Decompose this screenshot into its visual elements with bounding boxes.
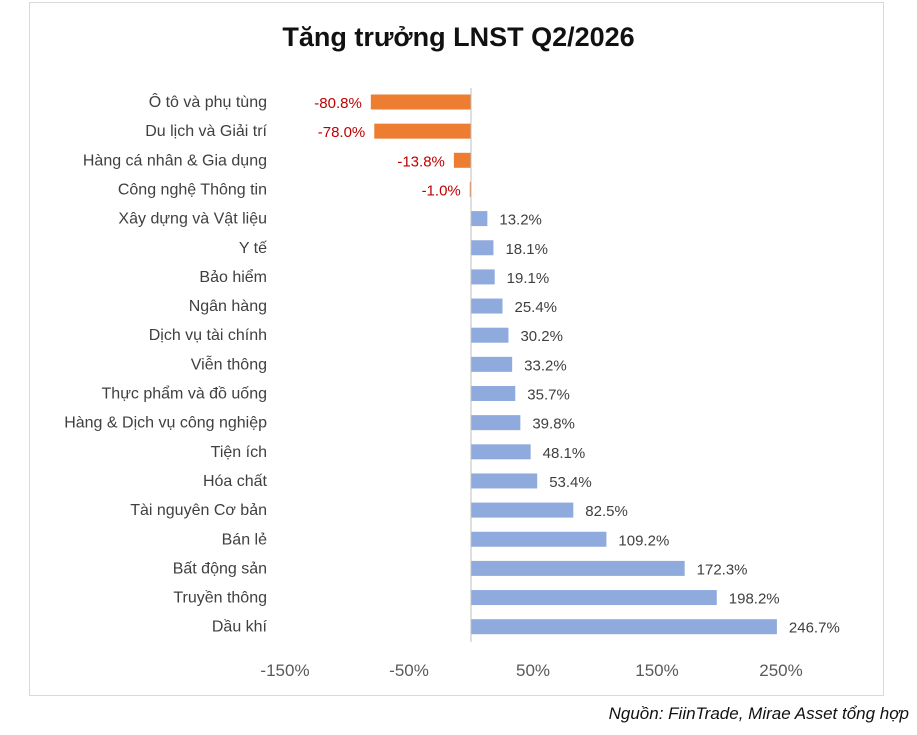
source-note: Nguồn: FiinTrade, Mirae Asset tổng hợp xyxy=(608,704,909,723)
data-label: 109.2% xyxy=(618,532,669,549)
category-label: Du lịch và Giải trí xyxy=(145,123,267,140)
category-label: Y tế xyxy=(239,240,267,257)
bar xyxy=(471,211,488,227)
bar xyxy=(471,415,521,431)
data-label: -13.8% xyxy=(397,153,445,170)
data-label: 30.2% xyxy=(520,328,563,345)
data-label: 33.2% xyxy=(524,357,567,374)
bar xyxy=(471,386,516,401)
data-label: -78.0% xyxy=(318,124,366,141)
bar xyxy=(469,181,471,197)
bar xyxy=(471,327,509,343)
category-label: Truyền thông xyxy=(173,590,267,607)
bar xyxy=(471,269,495,285)
category-label: Tài nguyên Cơ bản xyxy=(130,502,267,519)
data-label: 19.1% xyxy=(507,270,550,287)
category-label: Xây dựng và Vật liệu xyxy=(118,211,267,228)
data-label: 198.2% xyxy=(729,591,780,608)
data-label: 246.7% xyxy=(789,620,840,637)
bar xyxy=(471,356,513,372)
x-tick-label: -50% xyxy=(389,661,429,680)
bar xyxy=(471,531,607,547)
bar xyxy=(374,123,471,139)
chart-title: Tăng trưởng LNST Q2/2026 xyxy=(282,22,635,52)
data-label: 172.3% xyxy=(697,561,748,578)
category-label: Bất động sản xyxy=(173,560,267,577)
data-label: 82.5% xyxy=(585,503,628,520)
x-tick-label: 50% xyxy=(516,661,550,680)
category-label: Dịch vụ tài chính xyxy=(149,327,267,344)
bar xyxy=(471,560,685,576)
category-label: Hàng & Dịch vụ công nghiệp xyxy=(64,415,267,432)
x-tick-label: -150% xyxy=(260,661,309,680)
category-label: Bán lẻ xyxy=(222,531,267,548)
data-label: 25.4% xyxy=(514,299,557,316)
category-label: Thực phẩm và đồ uống xyxy=(102,385,267,403)
chart-frame xyxy=(29,2,884,696)
data-label: 18.1% xyxy=(505,241,548,258)
bar xyxy=(471,298,503,314)
category-label: Dầu khí xyxy=(212,619,268,636)
category-label: Hàng cá nhân & Gia dụng xyxy=(83,152,267,169)
category-label: Ngân hàng xyxy=(189,298,267,315)
bar xyxy=(471,240,494,256)
data-label: 13.2% xyxy=(499,212,542,229)
bar xyxy=(471,444,531,460)
category-label: Công nghệ Thông tin xyxy=(118,181,267,198)
data-label: -80.8% xyxy=(314,95,362,112)
bar xyxy=(471,502,574,518)
data-label: 48.1% xyxy=(543,445,586,462)
category-label: Hóa chất xyxy=(203,473,268,490)
bar xyxy=(370,94,471,110)
category-label: Ô tô và phụ tùng xyxy=(149,92,267,111)
data-label: 35.7% xyxy=(527,387,570,404)
category-label: Viễn thông xyxy=(191,354,267,373)
x-tick-label: 150% xyxy=(635,661,678,680)
data-label: 53.4% xyxy=(549,474,592,491)
data-label: -1.0% xyxy=(422,182,461,199)
bar xyxy=(471,619,777,635)
bar xyxy=(453,152,471,168)
data-label: 39.8% xyxy=(532,416,575,433)
category-label: Bảo hiểm xyxy=(199,268,267,286)
x-tick-label: 250% xyxy=(759,661,802,680)
bar xyxy=(471,473,538,489)
bar xyxy=(471,590,717,606)
category-label: Tiện ích xyxy=(211,444,267,461)
